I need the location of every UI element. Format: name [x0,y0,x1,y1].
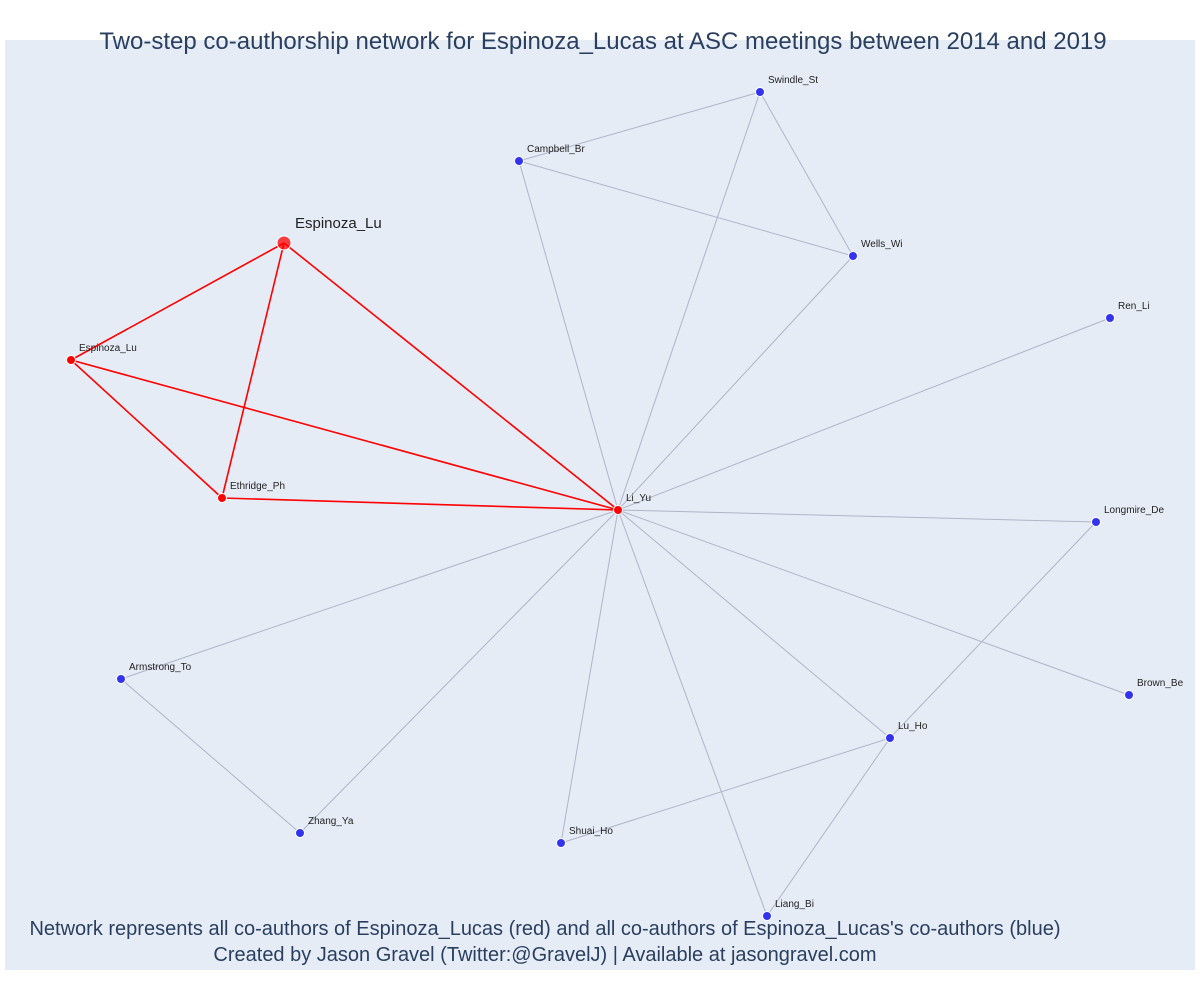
node-label-liyu: Li_Yu [626,493,651,504]
node-ethridge[interactable] [217,493,227,503]
edge-liyu-armstrong [120,509,619,680]
node-label-zhang: Zhang_Ya [308,816,354,827]
node-campbell[interactable] [514,156,524,166]
edge-liyu-brown [617,509,1130,696]
edge-liyu-campbell [518,160,619,511]
node-label-armstrong: Armstrong_To [129,662,192,673]
edge-liyu-ren [617,317,1111,511]
node-longmire[interactable] [1091,517,1101,527]
node-ren[interactable] [1105,313,1115,323]
node-liang[interactable] [762,911,772,921]
edge-luho-liang [766,737,891,917]
node-label-ego: Espinoza_Lu [295,215,382,232]
node-label-swindle: Swindle_St [768,75,818,86]
node-shuai[interactable] [556,838,566,848]
node-armstrong[interactable] [116,674,126,684]
caption-line-2: Created by Jason Gravel (Twitter:@Gravel… [213,944,877,966]
edge-ethridge-liyu [221,497,619,511]
edge-swindle-wells [759,91,854,257]
edge-ego-espinoza2 [70,242,285,361]
node-ego[interactable] [276,235,292,251]
edge-liyu-zhang [299,509,619,834]
edge-campbell-swindle [518,91,761,162]
node-label-ren: Ren_Li [1118,301,1150,312]
edge-liyu-wells [617,255,854,511]
edge-liyu-shuai [560,509,619,844]
node-brown[interactable] [1124,690,1134,700]
node-label-wells: Wells_Wi [861,239,902,250]
node-label-shuai: Shuai_Ho [569,826,613,837]
node-luho[interactable] [885,733,895,743]
node-label-liang: Liang_Bi [775,899,814,910]
node-label-luho: Lu_Ho [898,721,928,732]
node-zhang[interactable] [295,828,305,838]
node-label-brown: Brown_Be [1137,678,1184,689]
edge-liyu-longmire [617,509,1097,523]
node-swindle[interactable] [755,87,765,97]
node-label-campbell: Campbell_Br [527,144,585,155]
edge-armstrong-zhang [120,678,301,834]
edge-luho-shuai [560,737,891,844]
edge-espinoza2-ethridge [70,359,223,499]
node-wells[interactable] [848,251,858,261]
edge-liyu-swindle [617,91,761,511]
edge-longmire-luho [889,521,1097,739]
edge-campbell-wells [518,160,854,257]
node-label-espinoza2: Espinoza_Lu [79,343,137,354]
edge-liyu-liang [617,509,768,917]
edge-liyu-luho [617,509,891,739]
edge-ego-ethridge [221,242,285,499]
node-label-ethridge: Ethridge_Ph [230,481,285,492]
node-label-longmire: Longmire_De [1104,505,1164,516]
caption-line-1: Network represents all co-authors of Esp… [29,918,1061,940]
edge-ego-liyu [283,242,619,511]
node-liyu[interactable] [613,505,623,515]
edge-espinoza2-liyu [70,359,619,511]
node-espinoza2[interactable] [66,355,76,365]
chart-title: Two-step co-authorship network for Espin… [99,28,1107,55]
